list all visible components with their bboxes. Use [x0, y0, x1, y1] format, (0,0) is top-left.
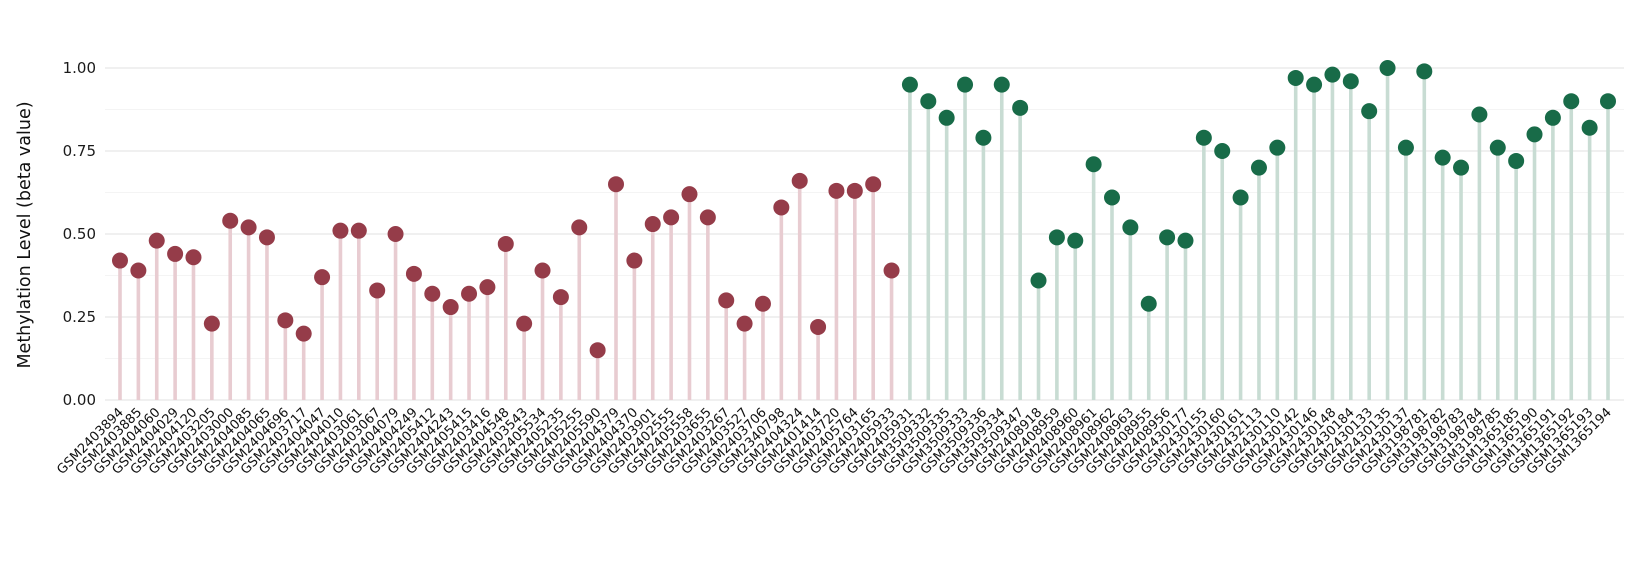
sample-dot [1471, 106, 1488, 123]
sample-dot [1434, 149, 1451, 166]
sample-dot [1104, 189, 1120, 206]
sample-dot [736, 315, 753, 332]
sample-dot [552, 289, 569, 306]
sample-dot [1361, 103, 1378, 120]
sample-dot [203, 315, 220, 332]
sample-dot [1453, 159, 1470, 176]
sample-dot [754, 295, 771, 312]
dots-layer [112, 60, 1616, 359]
sample-dot [350, 222, 367, 239]
sample-dot [938, 109, 955, 126]
sample-dot [791, 172, 808, 189]
sample-dot [1177, 232, 1194, 249]
sample-dot [846, 182, 863, 199]
y-tick-label: 0.00 [63, 391, 96, 409]
sample-dot [277, 312, 294, 329]
sample-dot [1600, 93, 1616, 110]
y-axis-title: Methylation Level (beta value) [15, 101, 35, 368]
sample-dot [1489, 139, 1506, 156]
x-axis-labels: GSM2403894GSM2403885GSM2404060GSM2404029… [54, 405, 1614, 477]
sample-dot [314, 269, 331, 286]
sample-dot [1544, 109, 1561, 126]
gridlines-layer [105, 67, 1624, 401]
sample-dot [644, 216, 661, 233]
sample-dot [1397, 139, 1414, 156]
sample-dot [1232, 189, 1249, 206]
sample-dot [920, 93, 937, 110]
sample-dot [1563, 93, 1580, 110]
y-tick-label: 0.25 [63, 308, 96, 326]
sample-dot [424, 285, 441, 302]
sample-dot [1122, 219, 1139, 236]
sample-dot [1159, 229, 1176, 246]
sample-dot [1526, 126, 1543, 143]
sample-dot [1030, 272, 1047, 289]
y-tick-label: 1.00 [63, 59, 96, 77]
sample-dot [1508, 152, 1525, 169]
sample-dot [1324, 66, 1341, 83]
sample-dot [957, 76, 974, 93]
sample-dot [148, 232, 165, 249]
sample-dot [589, 342, 606, 359]
sample-dot [828, 182, 845, 199]
sample-dot [258, 229, 275, 246]
sample-dot [865, 176, 882, 193]
sample-dot [240, 219, 257, 236]
sample-dot [663, 209, 680, 226]
sample-dot [1581, 119, 1598, 136]
sample-dot [1012, 99, 1029, 116]
y-axis-ticks: 0.00 0.25 0.50 0.75 1.00 [63, 59, 96, 409]
sample-dot [112, 252, 128, 269]
sample-dot [975, 129, 992, 146]
sample-dot [185, 249, 202, 266]
sample-dot [295, 325, 312, 342]
sample-dot [332, 222, 349, 239]
sample-dot [1269, 139, 1286, 156]
sample-dot [626, 252, 643, 269]
sample-dot [516, 315, 533, 332]
sample-dot [883, 262, 900, 279]
sample-dot [773, 199, 790, 216]
sample-dot [461, 285, 478, 302]
sample-dot [167, 245, 184, 262]
sample-dot [534, 262, 551, 279]
sample-dot [1379, 60, 1396, 76]
sample-dot [369, 282, 386, 299]
sample-dot [1195, 129, 1212, 146]
sample-dot [479, 279, 496, 296]
sample-dot [901, 76, 918, 93]
sample-dot [718, 292, 735, 309]
sample-dot [699, 209, 716, 226]
sample-dot [442, 299, 459, 316]
sample-dot [1306, 76, 1323, 93]
sample-dot [810, 318, 827, 335]
sample-dot [993, 76, 1010, 93]
sample-dot [1140, 295, 1157, 312]
stems-layer [118, 68, 1610, 400]
sample-dot [1048, 229, 1065, 246]
sample-dot [1085, 156, 1102, 173]
sample-dot [608, 176, 624, 193]
sample-dot [1416, 63, 1433, 80]
y-tick-label: 0.75 [63, 142, 96, 160]
sample-dot [1067, 232, 1084, 249]
sample-dot [1342, 73, 1359, 90]
sample-dot [1287, 69, 1304, 86]
sample-dot [222, 212, 239, 229]
sample-dot [387, 226, 404, 242]
sample-dot [1250, 159, 1267, 176]
sample-dot [130, 262, 147, 279]
y-tick-label: 0.50 [63, 225, 96, 243]
sample-dot [681, 186, 698, 203]
sample-dot [497, 235, 514, 252]
sample-dot [405, 265, 422, 282]
sample-dot [1214, 143, 1231, 159]
sample-dot [571, 219, 588, 236]
